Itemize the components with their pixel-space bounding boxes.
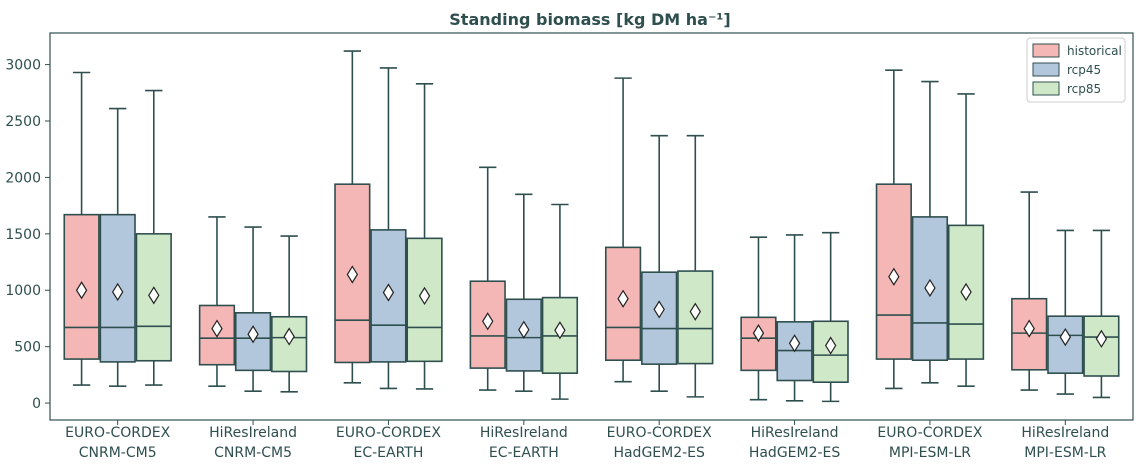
mean-marker [888, 267, 900, 286]
box-rcp85 [812, 231, 849, 403]
y-axis: 0 500 1000 1500 2000 2500 3000 [5, 58, 50, 412]
box-rcp45 [234, 226, 272, 393]
box-historical [198, 216, 236, 387]
box-rcp45 [370, 67, 407, 390]
mean-marker [482, 312, 494, 331]
y-tick-label: 2500 [5, 114, 41, 130]
mean-marker [960, 282, 972, 302]
box-historical [604, 77, 642, 383]
box-historical [1011, 191, 1048, 391]
box-rcp85 [677, 134, 714, 398]
iqr-box [505, 298, 542, 372]
box-historical [334, 50, 371, 384]
legend-label-rcp85: rcp85 [1067, 82, 1101, 96]
mean-marker [788, 334, 801, 353]
mean-marker [111, 282, 124, 302]
y-tick-label: 3000 [5, 58, 41, 74]
box-historical [63, 71, 100, 386]
legend-label-rcp45: rcp45 [1067, 63, 1101, 77]
x-tick-label: EURO-CORDEX MPI-ESM-LR [877, 425, 982, 461]
box-historical [469, 166, 506, 391]
x-tick-label: EURO-CORDEX CNRM-CM5 [65, 425, 170, 461]
mean-marker [1095, 329, 1108, 348]
box-rcp45 [505, 193, 542, 393]
legend: historical rcp45 rcp85 [1026, 37, 1126, 103]
box-rcp45 [99, 107, 136, 387]
box-rcp85 [406, 82, 443, 390]
x-tick-label: HiResIreland HadGEM2-ES [749, 425, 841, 461]
mean-marker [924, 278, 936, 298]
y-tick-label: 1500 [5, 227, 41, 243]
mean-marker [148, 286, 160, 305]
plot-border [49, 32, 1134, 421]
box-rcp85 [135, 89, 172, 386]
mean-marker [1023, 319, 1035, 338]
mean-marker [554, 321, 566, 340]
mean-marker [824, 336, 837, 355]
mean-marker [418, 286, 431, 306]
box-rcp45 [776, 234, 813, 402]
box-rcp45 [1047, 229, 1084, 395]
legend-swatch-rcp85 [1032, 81, 1060, 96]
x-tick-label: HiResIreland CNRM-CM5 [209, 425, 297, 461]
box-rcp85 [271, 235, 308, 393]
box-rcp45 [641, 134, 678, 393]
box-rcp85 [541, 203, 579, 400]
x-tick-label: EURO-CORDEX EC-EARTH [336, 425, 441, 461]
legend-swatch-rcp45 [1032, 62, 1060, 77]
iqr-box [911, 216, 949, 362]
x-axis: EURO-CORDEX CNRM-CM5 HiResIreland CNRM-CM5 E… [65, 420, 1109, 461]
box-rcp85 [947, 93, 985, 387]
box-historical [875, 69, 912, 390]
mean-marker [346, 265, 359, 284]
mean-marker [617, 289, 629, 308]
mean-marker [382, 283, 395, 302]
mean-marker [283, 327, 295, 346]
box-rcp45 [911, 80, 949, 384]
box-rcp85 [1083, 229, 1120, 399]
y-tick-label: 1000 [5, 283, 41, 299]
iqr-box [406, 237, 443, 363]
mean-marker [1059, 327, 1072, 347]
chart-title: Standing biomass [kg DM ha⁻¹] [449, 10, 730, 29]
legend-label-historical: historical [1067, 44, 1122, 58]
mean-marker [518, 320, 530, 339]
boxes-layer [63, 50, 1120, 403]
box-historical [740, 236, 777, 401]
mean-marker [653, 300, 665, 319]
mean-marker [689, 302, 701, 321]
x-tick-label: EURO-CORDEX HadGEM2-ES [607, 425, 712, 461]
x-tick-label: HiResIreland EC-EARTH [480, 425, 568, 461]
mean-marker [211, 319, 223, 338]
y-tick-label: 500 [14, 340, 41, 356]
y-tick-label: 2000 [5, 170, 41, 186]
mean-marker [247, 325, 259, 344]
mean-marker [752, 323, 765, 343]
legend-swatch-historical [1032, 43, 1060, 58]
plot-frame [49, 32, 1134, 421]
mean-marker [75, 281, 88, 300]
y-tick-label: 0 [32, 396, 41, 412]
x-tick-label: HiResIreland MPI-ESM-LR [1021, 425, 1109, 461]
